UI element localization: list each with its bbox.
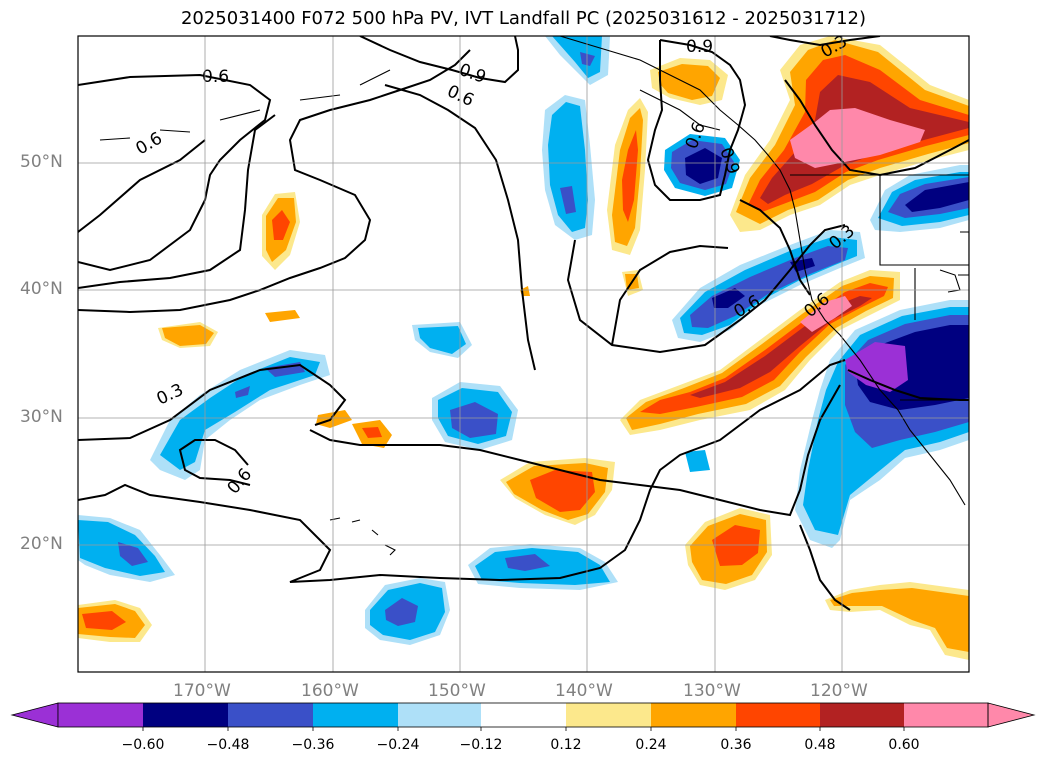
colorbar-tick-label: −0.24 [376, 737, 420, 753]
lon-label: 150°W [428, 681, 486, 701]
lat-label: 20°N [20, 534, 63, 554]
lon-label: 160°W [301, 681, 359, 701]
lon-label: 120°W [810, 681, 868, 701]
positive-anomalies [78, 36, 969, 660]
negative-anomalies [78, 36, 969, 645]
colorbar-tick-label: 0.60 [888, 737, 920, 753]
colorbar [10, 702, 1036, 731]
contour-label: 0.6 [202, 67, 229, 87]
colorbar-tick-label: 0.12 [550, 737, 582, 753]
coastlines [99, 36, 969, 556]
colorbar-tick-label: −0.36 [291, 737, 335, 753]
lon-label: 170°W [173, 681, 231, 701]
lat-label: 50°N [20, 152, 63, 172]
lat-label: 40°N [20, 279, 63, 299]
colorbar-extend-high [987, 702, 1036, 728]
colorbar-tick-label: 0.36 [720, 737, 752, 753]
colorbar-extend-low [10, 702, 59, 728]
colorbar-tick-label: −0.48 [206, 737, 250, 753]
contour-0-6-north [78, 73, 272, 272]
map-title: 2025031400 F072 500 hPa PV, IVT Landfall… [180, 8, 867, 29]
lon-label: 140°W [555, 681, 613, 701]
colorbar-tick-label: −0.12 [459, 737, 503, 753]
contour-0-9-east [359, 36, 519, 84]
lat-label: 30°N [20, 407, 63, 427]
colorbar-tick-label: 0.48 [804, 737, 836, 753]
contour-label: 0.9 [686, 37, 713, 57]
colorbar-tick-label: 0.24 [635, 737, 667, 753]
plot-frame [77, 35, 970, 673]
colorbar-tick-label: −0.60 [121, 737, 165, 753]
pv-contours [78, 36, 969, 611]
graticule [78, 36, 969, 672]
lon-label: 130°W [683, 681, 741, 701]
